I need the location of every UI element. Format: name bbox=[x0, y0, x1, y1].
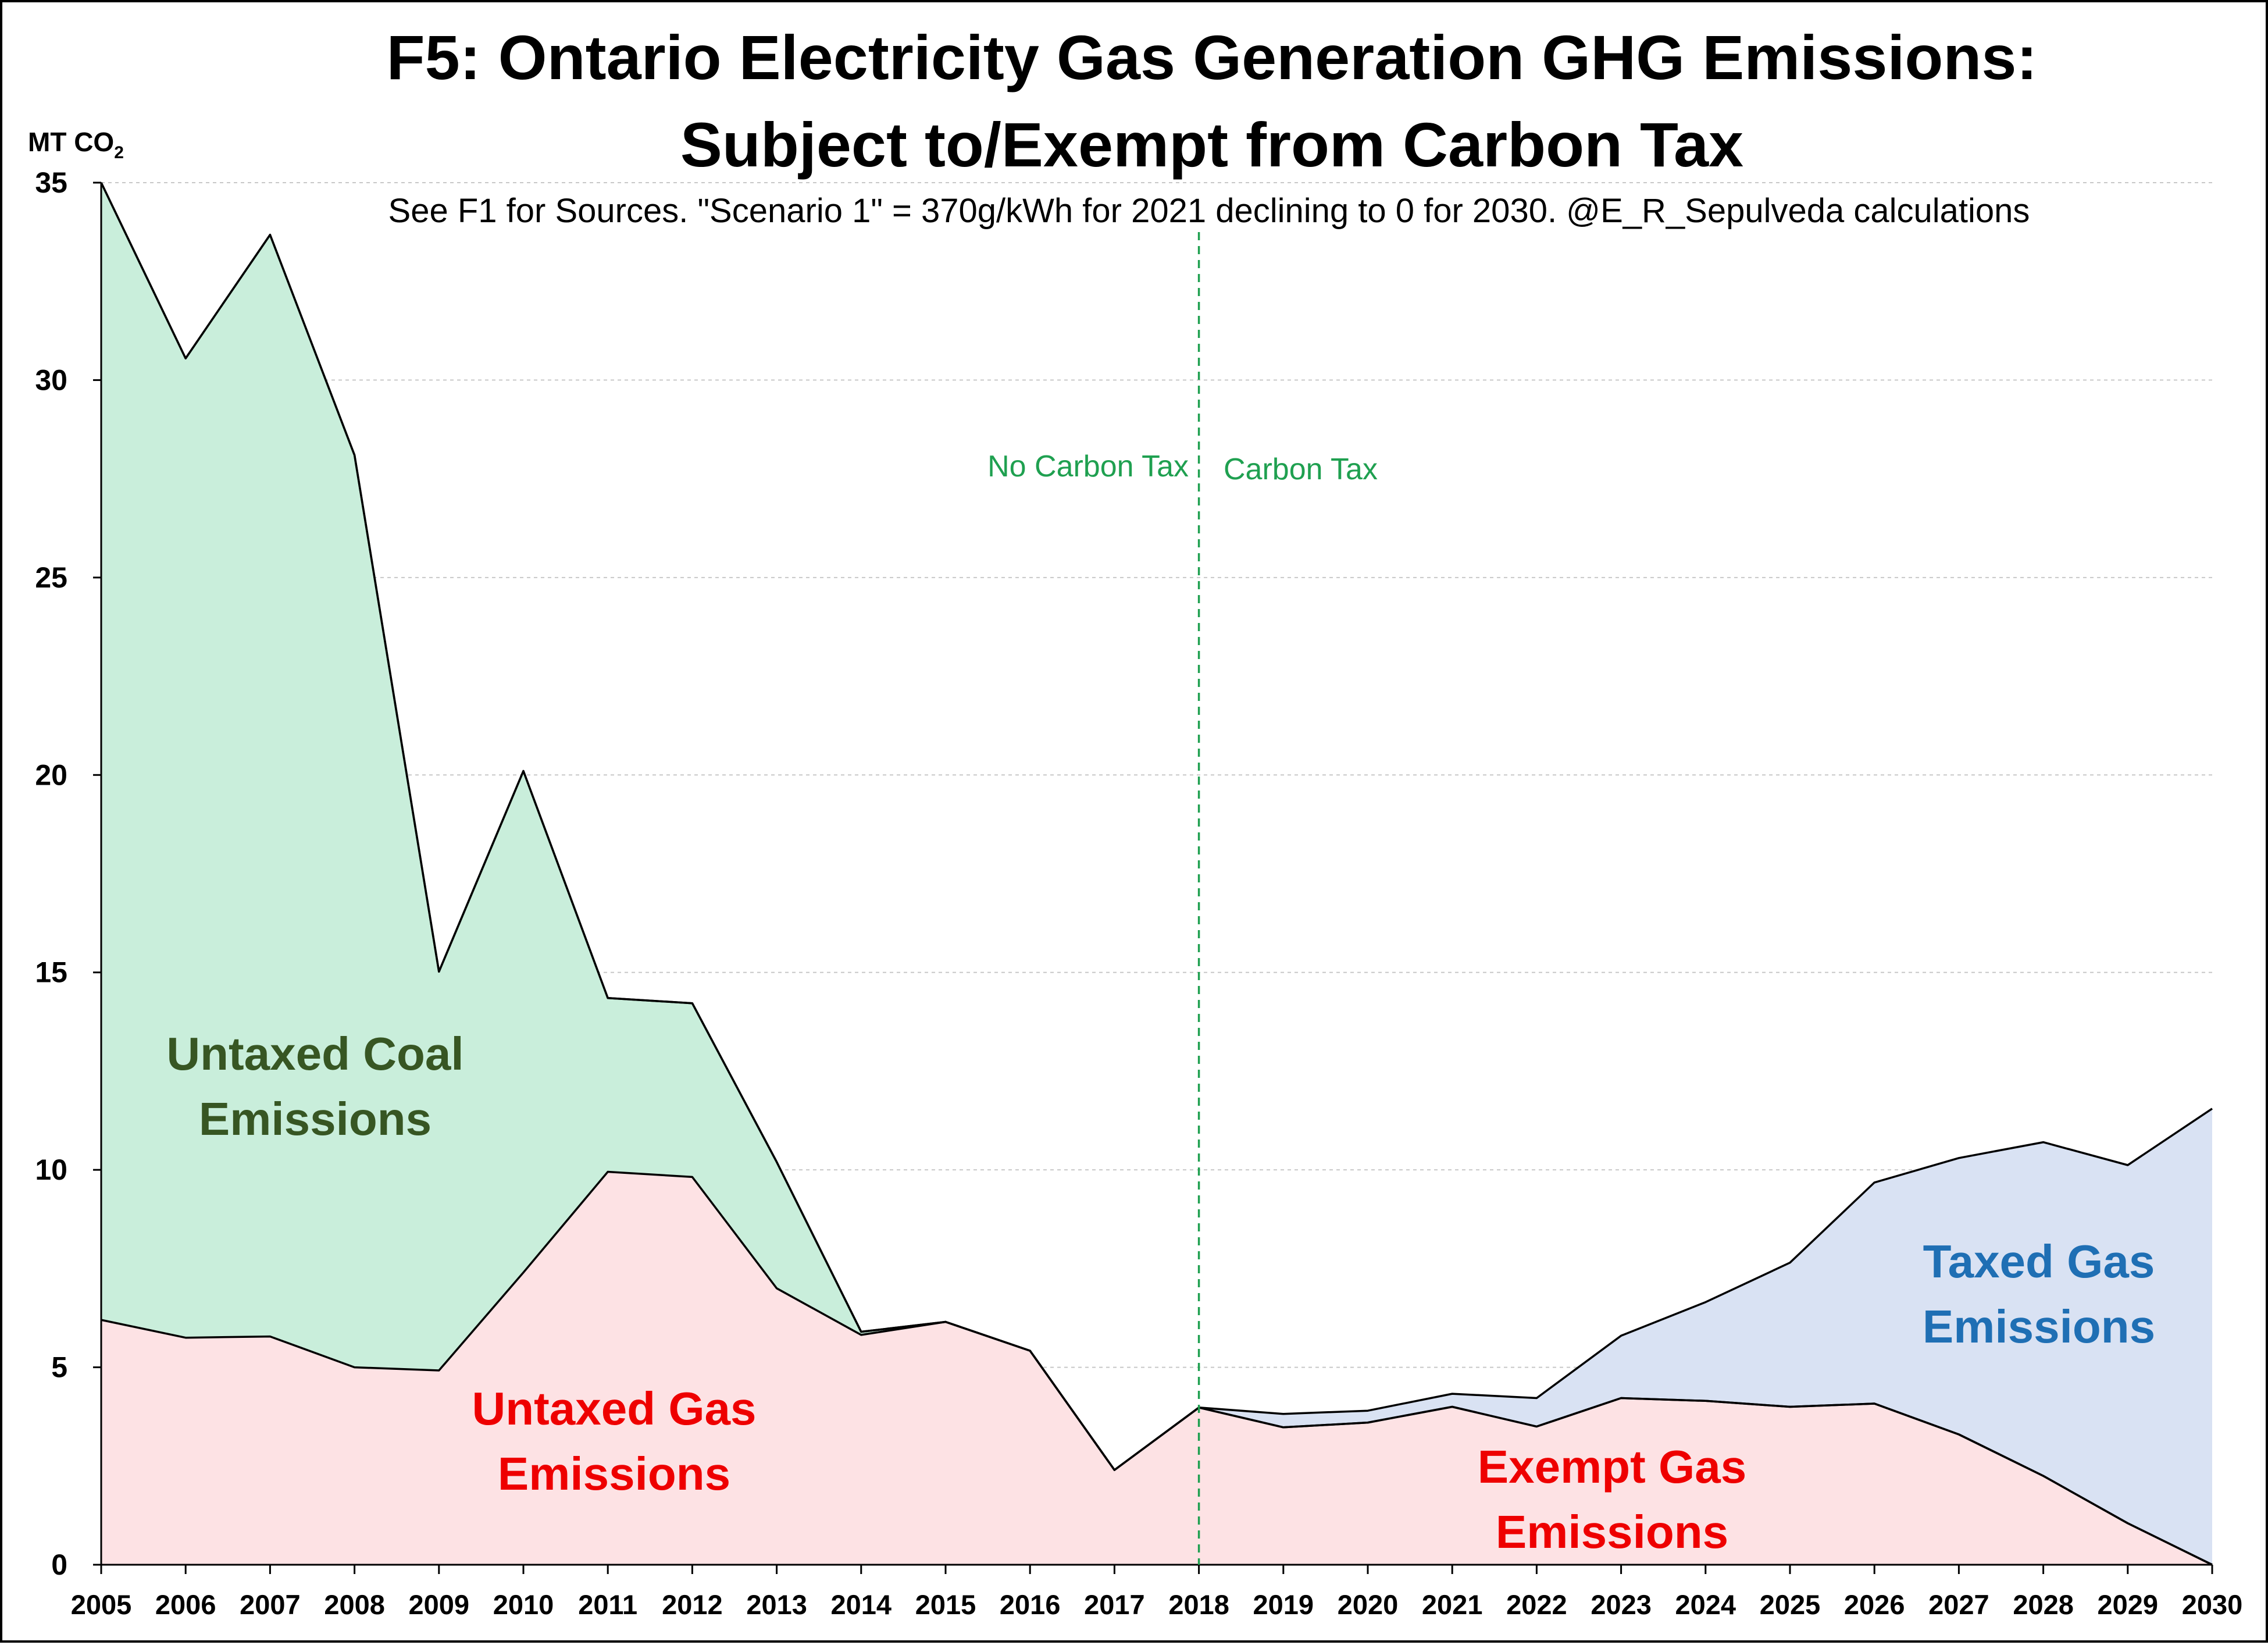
x-tick-label: 2016 bbox=[1000, 1589, 1061, 1620]
x-tick-label: 2007 bbox=[240, 1589, 301, 1620]
x-tick-label: 2009 bbox=[409, 1589, 470, 1620]
x-tick-label: 2023 bbox=[1591, 1589, 1652, 1620]
area-coal bbox=[101, 183, 2212, 1565]
x-tick-label: 2026 bbox=[1844, 1589, 1905, 1620]
y-tick-label: 25 bbox=[35, 561, 67, 594]
x-tick-label: 2017 bbox=[1084, 1589, 1145, 1620]
chart-title-line2: Subject to/Exempt from Carbon Tax bbox=[680, 109, 1743, 180]
x-tick-label: 2011 bbox=[578, 1589, 637, 1620]
y-tick-label: 30 bbox=[35, 364, 67, 396]
line-taxed bbox=[100, 182, 2213, 1471]
y-tick-label: 15 bbox=[35, 956, 67, 989]
x-tick-label: 2027 bbox=[1928, 1589, 1989, 1620]
y-axis-unit-main: MT CO bbox=[28, 127, 114, 157]
axes bbox=[93, 181, 2213, 1574]
x-tick-label: 2015 bbox=[915, 1589, 976, 1620]
x-tick-label: 2030 bbox=[2182, 1589, 2243, 1620]
y-tick-label: 10 bbox=[35, 1153, 67, 1186]
x-tick-label: 2024 bbox=[1675, 1589, 1736, 1620]
exempt-gas-label-line2: Emissions bbox=[1496, 1506, 1728, 1558]
y-tick-label: 0 bbox=[51, 1548, 67, 1581]
area-outlines bbox=[100, 182, 2213, 1566]
y-tick-label: 20 bbox=[35, 759, 67, 791]
x-tick-label: 2020 bbox=[1338, 1589, 1399, 1620]
area-lower bbox=[101, 1172, 2212, 1565]
x-tick-label: 2025 bbox=[1760, 1589, 1821, 1620]
no-carbon-tax-label: No Carbon Tax bbox=[987, 450, 1189, 483]
untaxed-gas-label-line2: Emissions bbox=[498, 1448, 730, 1500]
area-taxed bbox=[101, 183, 2212, 1565]
untaxed-coal-label-line1: Untaxed Coal bbox=[166, 1028, 463, 1080]
x-tick-label: 2022 bbox=[1506, 1589, 1567, 1620]
exempt-gas-label-line1: Exempt Gas bbox=[1478, 1441, 1746, 1493]
x-tick-label: 2005 bbox=[71, 1589, 132, 1620]
chart-subtitle: See F1 for Sources. "Scenario 1" = 370g/… bbox=[388, 192, 2030, 230]
x-tick-label: 2008 bbox=[324, 1589, 385, 1620]
x-tick-label: 2014 bbox=[831, 1589, 892, 1620]
y-axis-unit-subscript: 2 bbox=[114, 143, 124, 162]
untaxed-coal-label-line2: Emissions bbox=[199, 1093, 432, 1145]
x-tick-label: 2012 bbox=[662, 1589, 723, 1620]
x-tick-label: 2021 bbox=[1422, 1589, 1483, 1620]
y-tick-label: 35 bbox=[35, 166, 67, 199]
y-axis-unit: MT CO2 bbox=[28, 127, 124, 162]
x-tick-label: 2019 bbox=[1253, 1589, 1314, 1620]
carbon-tax-label: Carbon Tax bbox=[1224, 453, 1378, 486]
x-tick-label: 2028 bbox=[2013, 1589, 2074, 1620]
untaxed-gas-label-line1: Untaxed Gas bbox=[472, 1383, 756, 1434]
stacked-areas bbox=[101, 183, 2212, 1565]
x-tick-label: 2029 bbox=[2098, 1589, 2159, 1620]
x-tick-label: 2013 bbox=[746, 1589, 807, 1620]
chart-title-line1: F5: Ontario Electricity Gas Generation G… bbox=[387, 22, 2038, 92]
x-tick-label: 2006 bbox=[155, 1589, 216, 1620]
taxed-gas-label-line1: Taxed Gas bbox=[1923, 1235, 2155, 1287]
x-tick-label: 2018 bbox=[1168, 1589, 1229, 1620]
y-tick-label: 5 bbox=[51, 1351, 67, 1384]
x-tick-label: 2010 bbox=[493, 1589, 554, 1620]
taxed-gas-label-line2: Emissions bbox=[1923, 1301, 2155, 1352]
